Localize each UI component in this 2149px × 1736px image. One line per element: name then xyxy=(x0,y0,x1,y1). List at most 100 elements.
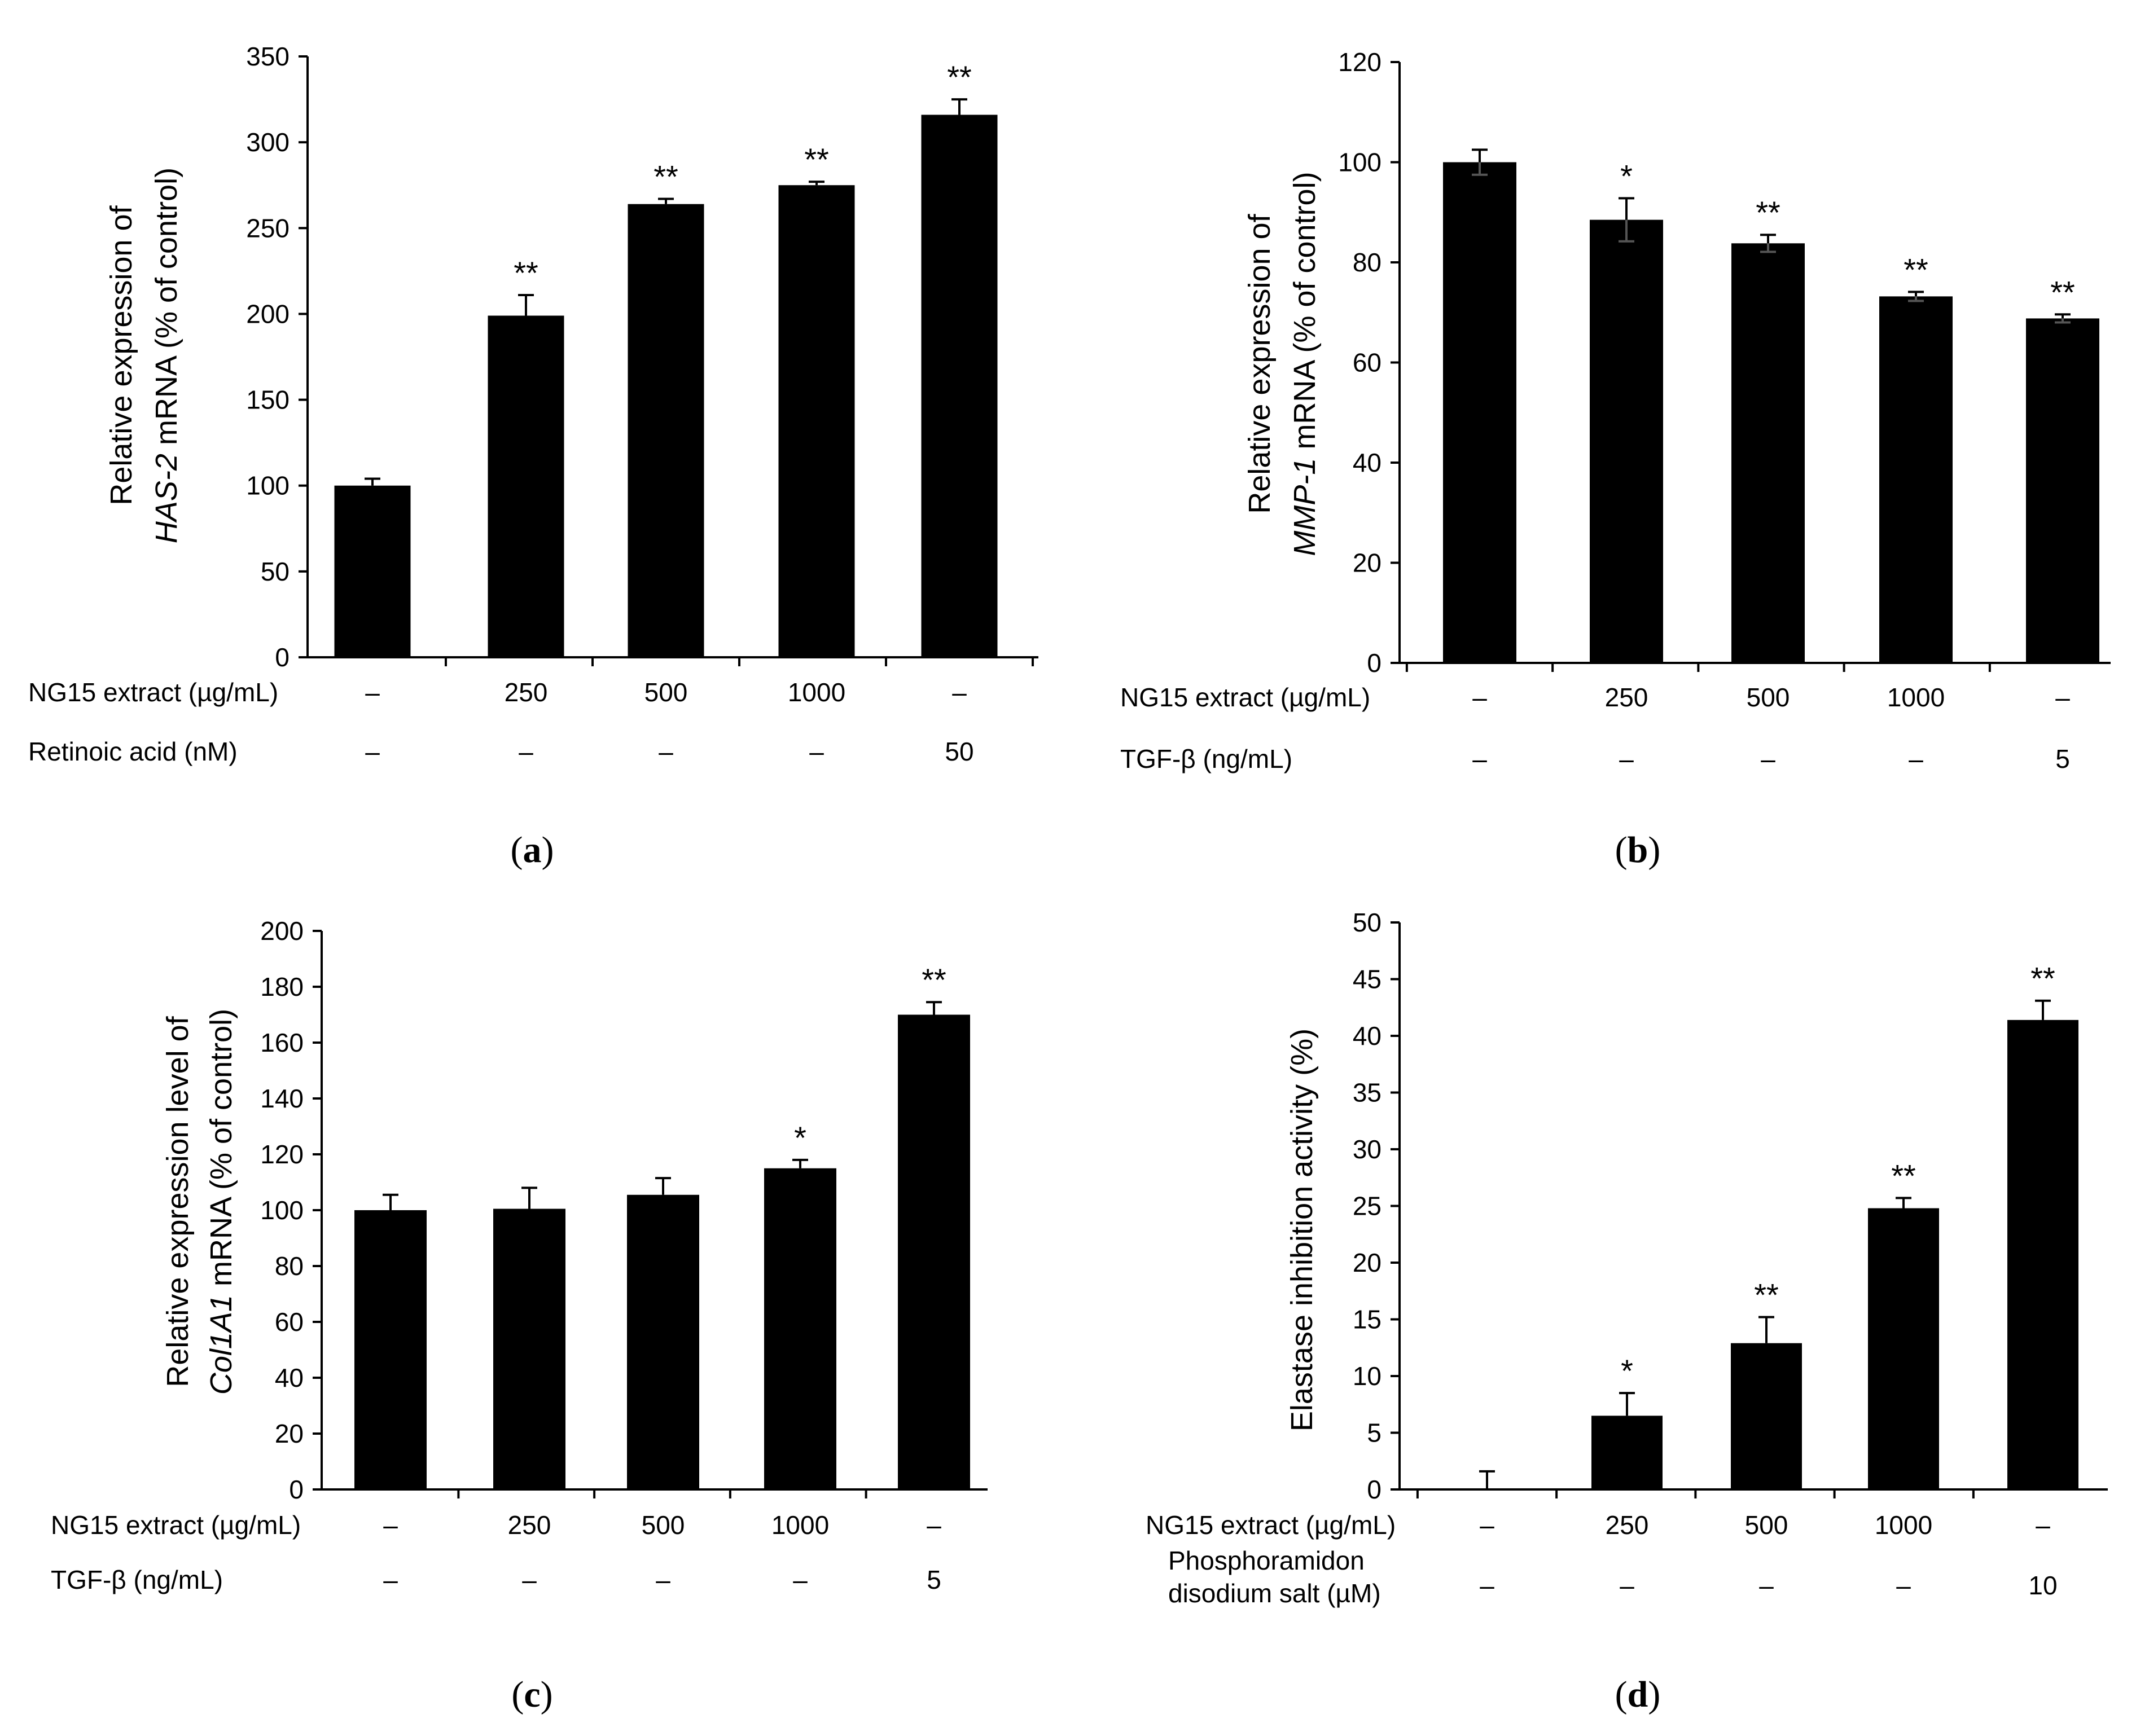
significance-label: ** xyxy=(947,59,972,95)
panel-caption-letter: c xyxy=(524,1674,540,1715)
y-tick-label: 40 xyxy=(1353,1021,1382,1051)
y-tick-label: 0 xyxy=(1367,1475,1382,1504)
condition-value: – xyxy=(793,1565,808,1594)
condition-value: – xyxy=(383,1565,398,1594)
condition-value: – xyxy=(383,1510,398,1540)
condition-value: 250 xyxy=(1606,1510,1649,1540)
bar xyxy=(493,1208,565,1489)
bar xyxy=(627,1194,699,1489)
y-axis-label: HAS-2 mRNA (% of control) xyxy=(150,168,183,543)
y-tick-label: 35 xyxy=(1353,1078,1382,1107)
panel-caption: (a) xyxy=(511,829,554,871)
panel-caption-close: ) xyxy=(541,1674,553,1715)
condition-value: 1000 xyxy=(1875,1510,1932,1540)
condition-label: TGF-β (ng/mL) xyxy=(1120,744,1292,773)
y-tick-label: 50 xyxy=(261,557,290,586)
y-tick-label: 0 xyxy=(289,1475,304,1504)
condition-label: TGF-β (ng/mL) xyxy=(51,1565,223,1594)
condition-value: 500 xyxy=(642,1510,685,1540)
y-tick-label: 140 xyxy=(260,1084,304,1113)
y-tick-label: 100 xyxy=(260,1196,304,1225)
y-tick-label: 15 xyxy=(1353,1305,1382,1334)
bar xyxy=(628,204,704,658)
panel-caption-letter: a xyxy=(523,829,542,871)
y-tick-label: 200 xyxy=(260,916,304,946)
condition-value: – xyxy=(2036,1510,2050,1540)
condition-value: 50 xyxy=(945,737,973,766)
y-axis-label: Relative expression of xyxy=(104,205,138,505)
condition-label: NG15 extract (µg/mL) xyxy=(28,678,278,707)
condition-value: – xyxy=(1896,1571,1911,1600)
condition-value: – xyxy=(522,1565,537,1594)
y-tick-label: 80 xyxy=(275,1251,304,1281)
y-axis-label: Col1A1 mRNA (% of control) xyxy=(204,1009,238,1395)
condition-value: 500 xyxy=(644,678,688,707)
y-tick-label: 100 xyxy=(246,471,290,500)
y-tick-label: 20 xyxy=(275,1419,304,1448)
condition-label: NG15 extract (µg/mL) xyxy=(1120,683,1370,712)
y-tick-label: 250 xyxy=(246,213,290,243)
condition-label: Retinoic acid (nM) xyxy=(28,737,238,766)
y-tick-label: 350 xyxy=(246,42,290,71)
panel-caption: (c) xyxy=(511,1674,552,1715)
condition-value: 5 xyxy=(2055,744,2070,773)
condition-value: – xyxy=(365,737,380,766)
y-tick-label: 60 xyxy=(1353,348,1382,377)
y-tick-label: 120 xyxy=(1338,47,1382,77)
y-tick-label: 0 xyxy=(275,643,290,672)
y-tick-label: 40 xyxy=(275,1363,304,1392)
panel-caption-letter: b xyxy=(1628,829,1648,871)
bar xyxy=(354,1210,427,1489)
condition-value: – xyxy=(952,678,967,707)
condition-value: 10 xyxy=(2028,1571,2057,1600)
condition-label: NG15 extract (µg/mL) xyxy=(1146,1510,1396,1540)
condition-value: – xyxy=(1472,744,1487,773)
y-tick-label: 20 xyxy=(1353,1248,1382,1277)
condition-value: 500 xyxy=(1745,1510,1788,1540)
y-axis-label-part: mRNA (% of control) xyxy=(1288,172,1322,458)
y-tick-label: 100 xyxy=(1338,148,1382,177)
condition-value: – xyxy=(2055,683,2070,712)
y-tick-label: 50 xyxy=(1353,908,1382,937)
y-tick-label: 10 xyxy=(1353,1361,1382,1391)
bar xyxy=(778,185,855,657)
y-axis-label: Relative expression level of xyxy=(161,1016,195,1387)
y-axis-label-part: mRNA (% of control) xyxy=(150,168,183,454)
condition-value: – xyxy=(1620,1571,1634,1600)
y-tick-label: 80 xyxy=(1353,248,1382,277)
significance-label: ** xyxy=(514,255,538,291)
condition-value: 500 xyxy=(1747,683,1790,712)
condition-value: 1000 xyxy=(788,678,845,707)
significance-label: ** xyxy=(654,159,678,195)
panel-caption: (b) xyxy=(1615,829,1661,871)
y-axis-label-part: mRNA (% of control) xyxy=(204,1009,238,1295)
condition-value: 250 xyxy=(508,1510,551,1540)
condition-value: 5 xyxy=(927,1565,941,1594)
significance-label: ** xyxy=(1756,195,1780,230)
y-axis-label-part: Relative expression of xyxy=(1243,213,1277,513)
condition-value: – xyxy=(519,737,533,766)
y-tick-label: 300 xyxy=(246,128,290,157)
panel-caption-open: ( xyxy=(1615,1674,1628,1715)
significance-label: ** xyxy=(1891,1158,1916,1193)
y-tick-label: 0 xyxy=(1367,648,1382,678)
condition-value: 1000 xyxy=(771,1510,829,1540)
condition-label: NG15 extract (µg/mL) xyxy=(51,1510,301,1540)
chart-panel-a: 0 50 100 150 200 250 300 350 ** ** ** ** NG15 extrac… xyxy=(28,42,1038,871)
y-axis-label-part: Relative expression level of xyxy=(161,1016,195,1387)
bar xyxy=(1879,296,1953,663)
panel-caption-close: ) xyxy=(542,829,554,871)
condition-value: – xyxy=(365,678,380,707)
bar xyxy=(334,485,411,657)
bar xyxy=(2007,1019,2078,1489)
bar xyxy=(2026,318,2099,663)
significance-label: ** xyxy=(2050,274,2075,310)
condition-value: 250 xyxy=(505,678,548,707)
panel-caption-letter: d xyxy=(1628,1674,1648,1715)
condition-value: – xyxy=(1619,744,1634,773)
condition-label: Phosphoramidon xyxy=(1168,1546,1365,1575)
panel-caption-close: ) xyxy=(1648,829,1660,871)
y-tick-label: 5 xyxy=(1367,1418,1382,1448)
